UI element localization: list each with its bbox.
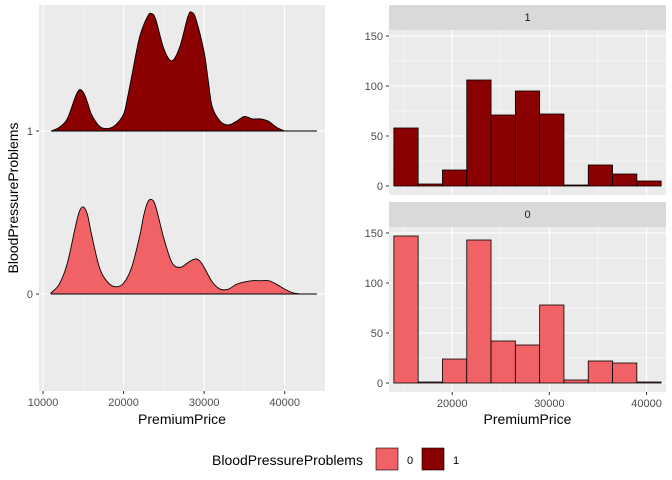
ridgeline-x-axis-title: PremiumPrice xyxy=(138,411,226,427)
histogram-y-tick-label: 100 xyxy=(365,81,383,93)
histogram-bar xyxy=(636,381,662,384)
ridgeline-y-tick-label: 1 xyxy=(27,126,33,138)
facet-1-strip-label: 1 xyxy=(524,12,530,24)
facet-1-y-ticks: 0 50 100 150 xyxy=(365,31,389,193)
histogram-bar xyxy=(442,169,468,187)
facet-0-strip-label: 0 xyxy=(524,209,530,221)
legend-key-0 xyxy=(375,447,399,471)
facet-0-y-ticks: 0 50 100 150 xyxy=(365,228,389,390)
density-area-0 xyxy=(50,198,301,295)
histogram-y-tick-label: 150 xyxy=(365,31,383,43)
histogram-bar xyxy=(417,381,443,384)
ridgeline-y-tick-label: 0 xyxy=(27,289,33,301)
histogram-bar xyxy=(587,164,613,187)
histogram-bar xyxy=(539,304,565,384)
legend: BloodPressureProblems 0 1 xyxy=(212,447,459,471)
ridgeline-panel: 10000 20000 30000 40000 01 PremiumPrice Blo… xyxy=(5,5,325,427)
histogram-y-tick-label: 0 xyxy=(377,378,383,390)
histogram-bar xyxy=(514,90,541,187)
histogram-y-tick-label: 150 xyxy=(365,228,383,240)
facet-0-bars xyxy=(393,235,662,384)
histogram-x-tick-label: 30000 xyxy=(534,398,565,410)
histogram-bar xyxy=(563,379,589,384)
facet-0-x-ticks: 20000 30000 40000 xyxy=(437,392,662,410)
histogram-bar xyxy=(442,358,468,384)
histogram-bar xyxy=(612,362,638,384)
ridgeline-x-tick-label: 30000 xyxy=(189,397,220,409)
histogram-x-tick-label: 40000 xyxy=(631,398,662,410)
histogram-bar xyxy=(539,113,565,187)
histogram-bar xyxy=(490,340,516,384)
histogram-y-tick-label: 50 xyxy=(371,328,383,340)
histogram-bar xyxy=(393,127,419,187)
histogram-x-tick-label: 20000 xyxy=(437,398,468,410)
legend-key-1 xyxy=(421,447,445,471)
histogram-bar xyxy=(514,344,541,384)
histogram-bar xyxy=(563,184,589,187)
histogram-bar xyxy=(490,114,516,187)
ridgeline-x-tick-label: 20000 xyxy=(108,397,139,409)
facet-0-strip xyxy=(389,202,666,227)
histogram-y-tick-label: 0 xyxy=(377,181,383,193)
legend-label-0: 0 xyxy=(407,455,413,467)
histogram-bar xyxy=(612,173,638,187)
histogram-bar xyxy=(636,180,662,187)
ridgeline-x-tick-label: 40000 xyxy=(269,397,300,409)
legend-label-1: 1 xyxy=(453,455,459,467)
facet-1-strip xyxy=(389,5,666,30)
ridgeline-y-axis-title: BloodPressureProblems xyxy=(5,123,21,274)
facet-1-bars xyxy=(393,79,662,187)
ridgeline-x-tick-label: 10000 xyxy=(28,397,59,409)
histogram-y-tick-label: 100 xyxy=(365,278,383,290)
ridgeline-x-ticks: 10000 20000 30000 40000 xyxy=(28,391,300,409)
histogram-bar xyxy=(466,239,492,384)
histogram-bar xyxy=(417,183,443,187)
ridgeline-densities xyxy=(50,11,317,295)
histogram-x-axis-title: PremiumPrice xyxy=(484,411,572,427)
histogram-bar xyxy=(466,79,492,187)
histogram-y-tick-label: 50 xyxy=(371,131,383,143)
histogram-bar xyxy=(393,235,419,384)
histogram-facet-0: 0 0 50 100 150 20000 30000 40000 PremiumPrice xyxy=(365,202,666,427)
legend-title: BloodPressureProblems xyxy=(212,452,363,468)
histogram-facet-1: 1 0 50 100 150 xyxy=(365,5,666,195)
density-area-1 xyxy=(50,11,285,132)
histogram-bar xyxy=(587,360,613,384)
ridgeline-y-ticks: 01 xyxy=(27,126,39,301)
